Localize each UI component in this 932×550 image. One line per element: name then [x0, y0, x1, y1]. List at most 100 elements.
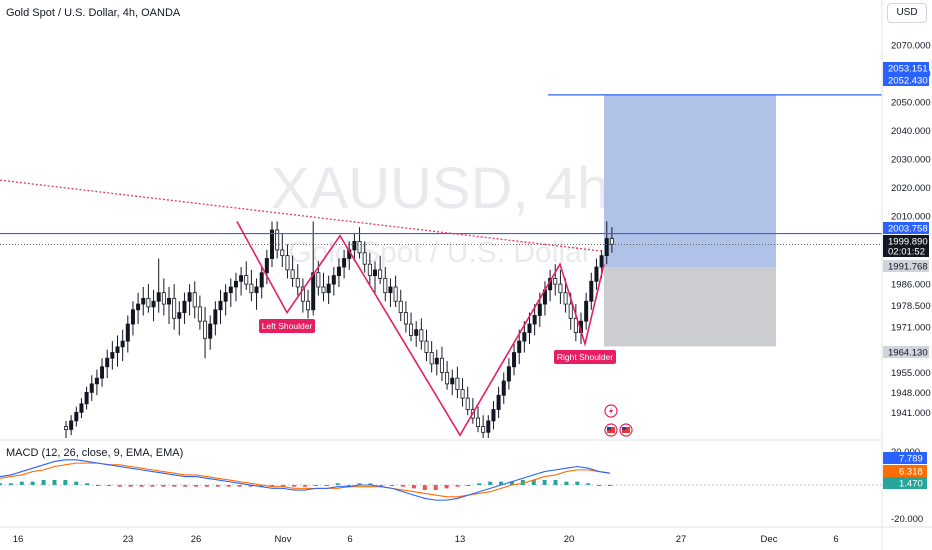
price-tag-bg [883, 260, 929, 272]
y-tick-label: 2070.000 [891, 40, 931, 51]
y-tick-label: 1971.000 [891, 322, 931, 333]
currency-button[interactable]: USD [887, 3, 927, 23]
candle-body [125, 323, 130, 342]
macd-histogram-bar [335, 483, 340, 485]
price-tag: 2052.430 [888, 76, 928, 87]
candle-body [115, 346, 120, 353]
macd-histogram-bar [117, 485, 122, 487]
macd-histogram-bar [433, 485, 438, 491]
macd-value: 1.470 [899, 479, 923, 490]
candle-body [584, 300, 589, 322]
y-tick-label: 1941.000 [891, 408, 931, 419]
candle-body [429, 352, 434, 365]
macd-title: MACD (12, 26, close, 9, EMA, EMA) [6, 447, 184, 459]
macd-histogram-bar [248, 485, 253, 487]
flag-canton [622, 427, 626, 430]
y-tick-label: 2030.000 [891, 154, 931, 165]
candle-body [264, 258, 269, 274]
candle-body [424, 340, 429, 353]
macd-histogram-bar [0, 483, 2, 485]
lightning-glyph [609, 407, 613, 415]
candle-body [321, 286, 326, 294]
candle-body [460, 389, 465, 399]
macd-histogram-bar [259, 485, 264, 487]
candle-body [89, 383, 94, 393]
candle-body [414, 329, 419, 336]
y-tick-label: 1955.000 [891, 368, 931, 379]
macd-histogram-bar [194, 485, 199, 487]
candle-body [573, 317, 578, 333]
macd-value-bg [883, 465, 927, 477]
candle-body [475, 417, 480, 428]
candle-body [316, 272, 321, 288]
shoulder-label-bg [259, 319, 315, 333]
candle-body [362, 252, 367, 265]
macd-histogram-bar [422, 485, 427, 491]
macd-histogram-bar [379, 485, 384, 486]
macd-value: 7.789 [899, 454, 923, 465]
macd-histogram-bar [597, 485, 602, 486]
candle-body [105, 357, 110, 368]
price-tag: 1964.130 [888, 348, 928, 359]
candle-body [161, 292, 166, 305]
candle-body [84, 392, 89, 405]
candle-body [69, 420, 74, 430]
macd-value-bg [883, 477, 927, 489]
candle-body [568, 303, 573, 319]
candle-body [311, 272, 316, 311]
macd-histogram-bar [63, 479, 68, 485]
watermark: XAUUSD, 4h Gold Spot / U.S. Dollar [271, 156, 609, 269]
macd-histogram-bar [303, 485, 307, 487]
candle-body [331, 275, 336, 285]
price-tag-bg [883, 74, 929, 86]
macd-histogram-bar [204, 485, 209, 487]
candle-body [280, 249, 285, 257]
candle-body [527, 323, 532, 333]
candle-body [352, 240, 357, 251]
candle-body [290, 269, 295, 279]
candle-body [275, 229, 280, 251]
macd-histogram-bar [542, 479, 547, 485]
macd-histogram-bar [608, 485, 612, 486]
macd-histogram-bar [19, 481, 24, 485]
macd-histogram-bar [509, 481, 514, 485]
macd-histogram-bar [401, 485, 406, 487]
target-zone [604, 94, 776, 268]
candle-body [239, 275, 244, 282]
candle-body [501, 380, 506, 396]
price-tag: 2053.151 [888, 64, 928, 75]
price-tag-bg [883, 245, 929, 257]
candle-body [537, 303, 542, 316]
candle-body [599, 255, 604, 268]
macd-histogram-bar [411, 485, 416, 489]
price-tag-bg [883, 222, 929, 234]
x-tick-label: Nov [275, 534, 292, 545]
y-tick-label: 1948.000 [891, 388, 931, 399]
macd-histogram-bar [564, 481, 569, 485]
macd-histogram-bar [313, 485, 318, 486]
price-tag-bg [883, 235, 929, 247]
candle-body [172, 297, 177, 319]
candle-body [486, 420, 491, 433]
macd-histogram-bar [292, 485, 297, 487]
chart-title: Gold Spot / U.S. Dollar, 4h, OANDA [6, 7, 181, 19]
macd-histogram-bar [161, 485, 166, 487]
shoulder-label: Right Shoulder [557, 352, 613, 362]
y-tick-label: 2020.000 [891, 183, 931, 194]
candle-body [306, 300, 311, 311]
y-tick-label: 1986.000 [891, 280, 931, 291]
watermark-name: Gold Spot / U.S. Dollar [288, 236, 591, 269]
candle-body [223, 292, 228, 302]
macd-histogram-bar [357, 483, 362, 485]
flag-canton [607, 427, 611, 430]
macd-value: 6.318 [899, 467, 923, 478]
candle-body [249, 283, 254, 294]
x-tick-label: 27 [676, 534, 687, 545]
macd-histogram-bar [390, 485, 395, 486]
candle-body [94, 377, 99, 385]
position-zones [604, 94, 776, 347]
macd-histogram-bar [172, 485, 177, 487]
macd-histogram-bar [531, 479, 536, 485]
